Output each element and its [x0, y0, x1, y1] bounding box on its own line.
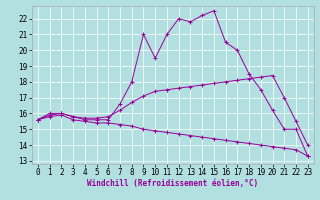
- X-axis label: Windchill (Refroidissement éolien,°C): Windchill (Refroidissement éolien,°C): [87, 179, 258, 188]
